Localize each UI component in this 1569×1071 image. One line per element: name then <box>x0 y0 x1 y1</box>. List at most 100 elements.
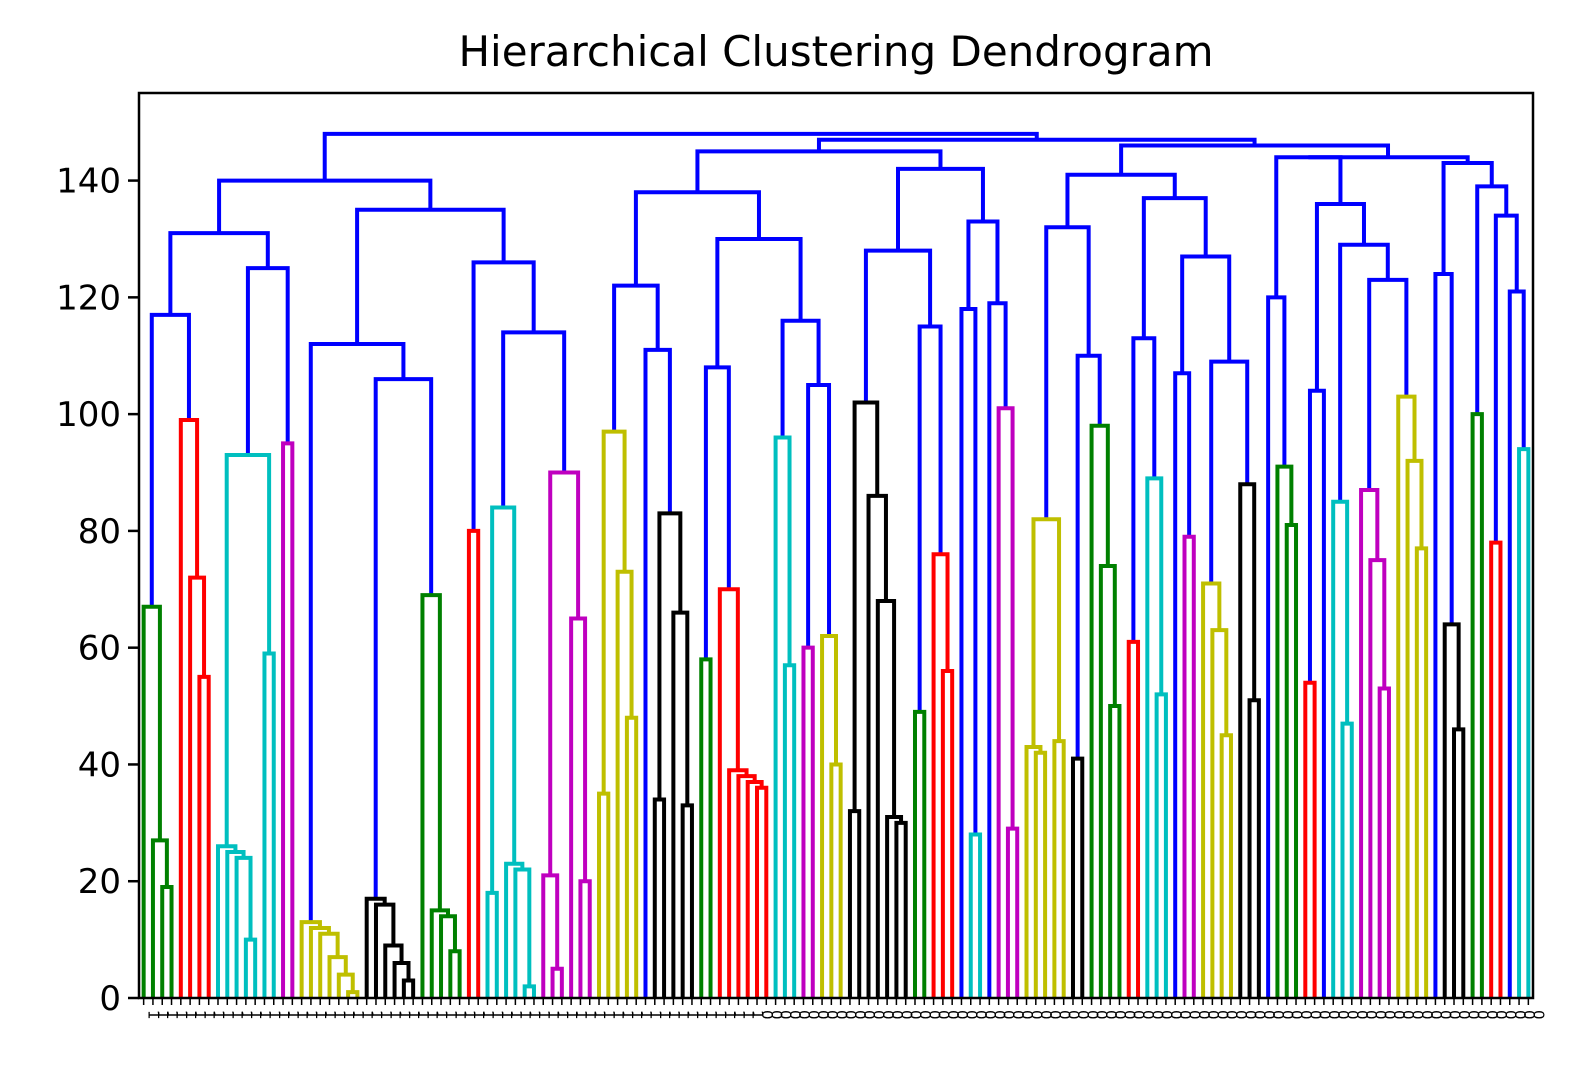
leaf-label-70: 0 <box>795 1010 813 1020</box>
leaf-label-109: 0 <box>1158 1010 1176 1020</box>
leaf-label-10: 1 <box>238 1010 256 1020</box>
dendrogram-link-93 <box>996 406 1015 998</box>
leaf-label-130: 0 <box>1353 1010 1371 1020</box>
dendrogram-link-30 <box>392 960 411 998</box>
dendrogram-link-78 <box>863 248 933 403</box>
y-tick-label-3: 60 <box>78 629 121 669</box>
dendrogram-link-33 <box>429 908 450 998</box>
dendrogram-link-108 <box>1131 336 1157 642</box>
dendrogram-link-98 <box>1031 517 1062 747</box>
dendrogram-link-129 <box>1338 242 1390 502</box>
dendrogram-link-62 <box>715 236 803 368</box>
leaf-label-87: 0 <box>953 1010 971 1020</box>
leaf-label-128: 0 <box>1334 1010 1352 1020</box>
dendrogram-link-56 <box>624 715 639 998</box>
dendrogram-link-7 <box>178 417 200 998</box>
dendrogram-link-3 <box>149 312 191 607</box>
leaf-label-86: 0 <box>944 1010 962 1020</box>
dendrogram-link-81 <box>866 493 888 998</box>
dendrogram-link-118 <box>1219 733 1233 998</box>
leaf-label-104: 0 <box>1111 1010 1129 1020</box>
leaf-label-25: 1 <box>377 1010 395 1020</box>
leaf-label-97: 0 <box>1046 1010 1064 1020</box>
leaf-label-85: 0 <box>935 1010 953 1020</box>
leaf-label-92: 0 <box>1000 1010 1018 1020</box>
leaf-label-50: 1 <box>609 1010 627 1020</box>
dendrogram-link-18 <box>355 207 506 345</box>
plot-frame <box>137 91 1535 1000</box>
leaf-label-68: 0 <box>777 1010 795 1020</box>
dendrogram-link-48 <box>578 879 592 998</box>
y-tick-label-6: 120 <box>56 278 121 318</box>
dendrogram-link-125 <box>1284 523 1299 998</box>
dendrogram-link-41 <box>504 861 525 998</box>
dendrogram-link-54 <box>597 791 611 998</box>
leaf-label-62: 1 <box>721 1010 739 1020</box>
leaf-label-12: 1 <box>256 1010 274 1020</box>
leaf-label-117: 0 <box>1232 1010 1250 1020</box>
leaf-label-39: 1 <box>507 1010 525 1020</box>
dendrogram-link-34 <box>439 914 457 998</box>
dendrogram-link-86 <box>912 709 927 998</box>
leaf-label-22: 1 <box>349 1010 367 1020</box>
dendrogram-link-136 <box>1396 394 1417 998</box>
leaf-label-103: 0 <box>1102 1010 1120 1020</box>
leaf-label-4: 1 <box>182 1010 200 1020</box>
dendrogram-link-76 <box>829 762 843 998</box>
dendrogram-link-52 <box>612 283 660 432</box>
leaf-label-33: 1 <box>451 1010 469 1020</box>
leaf-label-53: 1 <box>637 1010 655 1020</box>
leaf-label-3: 1 <box>173 1010 191 1020</box>
dendrogram-link-140 <box>1433 272 1454 998</box>
dendrogram-link-17 <box>281 441 295 998</box>
y-tick-label-7: 140 <box>56 162 121 202</box>
dendrogram-link-117 <box>1210 628 1229 998</box>
leaf-label-101: 0 <box>1083 1010 1101 1020</box>
dendrogram-link-119 <box>1238 482 1257 998</box>
dendrogram-link-23 <box>327 955 348 998</box>
dendrogram-link-64 <box>699 657 713 998</box>
dendrogram-link-83 <box>885 815 904 998</box>
leaf-label-19: 1 <box>321 1010 339 1020</box>
leaf-label-20: 1 <box>331 1010 349 1020</box>
dendrogram-link-104 <box>1089 423 1110 998</box>
dendrogram-link-66 <box>727 768 749 998</box>
leaf-label-54: 1 <box>646 1010 664 1020</box>
dendrogram-link-135 <box>1377 686 1391 998</box>
leaf-label-57: 1 <box>674 1010 692 1020</box>
leaf-label-125: 0 <box>1306 1010 1324 1020</box>
leaf-label-83: 0 <box>916 1010 934 1020</box>
leaf-label-43: 1 <box>544 1010 562 1020</box>
leaf-label-52: 1 <box>628 1010 646 1020</box>
leaf-label-112: 0 <box>1186 1010 1204 1020</box>
dendrogram-link-37 <box>466 528 481 998</box>
dendrogram-link-112 <box>1180 254 1232 374</box>
leaf-label-45: 1 <box>563 1010 581 1020</box>
leaf-label-108: 0 <box>1148 1010 1166 1020</box>
leaf-label-135: 0 <box>1399 1010 1417 1020</box>
dendrogram-link-67 <box>736 774 757 998</box>
leaf-label-32: 1 <box>442 1010 460 1020</box>
dendrogram-link-46 <box>550 966 564 998</box>
leaf-label-99: 0 <box>1065 1010 1083 1020</box>
leaf-label-96: 0 <box>1037 1010 1055 1020</box>
dendrogram-link-105 <box>1098 563 1117 998</box>
dendrogram-link-0 <box>322 131 1039 181</box>
dendrogram-link-71 <box>773 435 792 998</box>
dendrogram-link-19 <box>308 342 406 923</box>
dendrogram-link-144 <box>1470 412 1484 998</box>
leaf-label-47: 1 <box>581 1010 599 1020</box>
leaf-label-31: 1 <box>433 1010 451 1020</box>
leaf-label-95: 0 <box>1028 1010 1046 1020</box>
leaf-label-0: 1 <box>145 1010 163 1020</box>
chart-title: Hierarchical Clustering Dendrogram <box>458 27 1213 76</box>
leaf-label-84: 0 <box>925 1010 943 1020</box>
leaf-label-114: 0 <box>1204 1010 1222 1020</box>
dendrogram-link-45 <box>541 873 560 998</box>
leaf-label-36: 1 <box>479 1010 497 1020</box>
leaf-label-30: 1 <box>423 1010 441 1020</box>
dendrogram-link-50 <box>695 149 943 193</box>
leaf-label-35: 1 <box>470 1010 488 1020</box>
dendrogram-link-14 <box>234 855 253 998</box>
leaf-label-78: 0 <box>870 1010 888 1020</box>
